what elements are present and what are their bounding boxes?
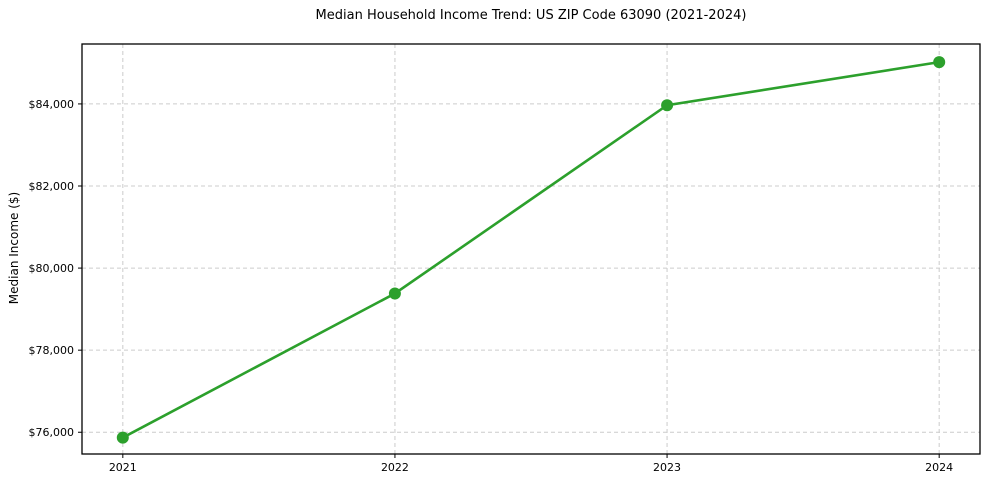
chart-title: Median Household Income Trend: US ZIP Co… [315,8,747,23]
y-tick-label: $82,000 [29,180,75,193]
y-tick-label: $84,000 [29,98,75,111]
trend-line [121,60,941,439]
y-tick-label: $78,000 [29,344,75,357]
data-point-marker [933,56,946,69]
x-tick-label: 2023 [653,461,681,474]
x-tick-label: 2024 [925,461,953,474]
y-tick-label: $76,000 [29,426,75,439]
x-tick-label: 2022 [381,461,409,474]
plot-border [81,43,981,455]
x-tick-label: 2021 [109,461,137,474]
data-point-marker [661,99,674,112]
data-point-marker [388,287,401,300]
y-tick-label: $80,000 [29,262,75,275]
data-point-marker [116,431,129,444]
